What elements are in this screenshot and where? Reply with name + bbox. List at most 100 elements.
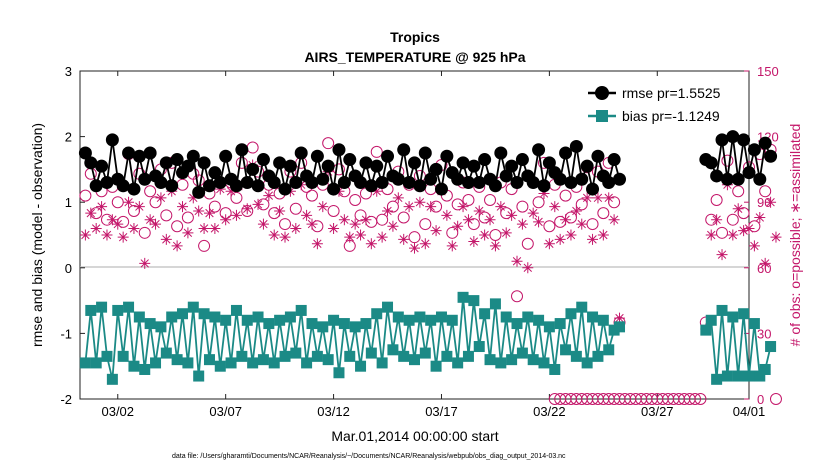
bias-point: [392, 311, 404, 323]
rmse-point: [294, 146, 308, 160]
x-tick-label: 03/17: [425, 404, 458, 419]
rmse-point: [186, 149, 200, 163]
rmse-point: [575, 172, 589, 186]
assimilated-obs-point: [349, 218, 361, 230]
assimilated-obs-point: [198, 222, 210, 234]
rmse-point: [434, 182, 448, 196]
bias-point: [711, 373, 723, 385]
bias-point: [721, 370, 733, 382]
rmse-point: [235, 143, 249, 157]
possible-obs-point: [160, 209, 173, 222]
x-tick-label: 03/27: [641, 404, 674, 419]
assimilated-obs-point: [85, 207, 97, 219]
assimilated-obs-point: [355, 229, 367, 241]
assimilated-obs-point: [560, 214, 572, 226]
rmse-point: [170, 153, 184, 167]
series-rmse: [78, 130, 778, 199]
bias-point: [435, 311, 447, 323]
bias-point: [150, 357, 162, 369]
bias-point: [252, 311, 264, 323]
assimilated-obs-point: [241, 203, 253, 215]
possible-obs-point: [484, 194, 497, 207]
bias-point: [96, 301, 108, 313]
assimilated-obs-point: [727, 229, 739, 241]
bias-point: [765, 341, 777, 353]
rmse-point: [84, 156, 98, 170]
y-right-tick-label: 150: [757, 64, 779, 79]
possible-obs-point: [597, 207, 610, 220]
rmse-point: [283, 159, 297, 173]
rmse-point: [267, 176, 281, 190]
assimilated-obs-point: [187, 192, 199, 204]
assimilated-obs-point: [614, 312, 626, 324]
possible-obs-point: [208, 200, 221, 213]
rmse-point: [467, 159, 481, 173]
rmse-point: [256, 153, 270, 167]
assimilated-obs-point: [279, 231, 291, 243]
assimilated-obs-point: [570, 205, 582, 217]
rmse-point: [278, 182, 292, 196]
data-file-footer: data file: /Users/gharamti/Documents/NCA…: [172, 453, 566, 460]
bias-point: [371, 308, 383, 320]
assimilated-obs-point: [457, 201, 469, 213]
bias-point: [123, 301, 135, 313]
possible-obs-point: [721, 154, 734, 167]
assimilated-obs-point: [565, 229, 577, 241]
rmse-point: [510, 176, 524, 190]
y-left-tick-label: 0: [65, 261, 72, 276]
bias-point: [705, 314, 717, 326]
assimilated-obs-point: [123, 196, 135, 208]
assimilated-obs-point: [230, 209, 242, 221]
rmse-point: [105, 133, 119, 147]
bias-point: [560, 344, 572, 356]
assimilated-obs-point: [414, 196, 426, 208]
bias-point: [554, 318, 566, 330]
rmse-point: [78, 146, 92, 160]
assimilated-obs-point: [748, 240, 760, 252]
rmse-point: [408, 156, 421, 170]
rmse-point: [138, 172, 152, 186]
assimilated-obs-point: [425, 201, 437, 213]
rmse-point: [197, 156, 211, 170]
legend-rmse-marker: [595, 86, 609, 100]
bias-point: [263, 318, 275, 330]
assimilated-obs-point: [446, 240, 458, 252]
assimilated-obs-point: [419, 238, 431, 250]
bias-point: [592, 350, 604, 362]
rmse-point: [246, 162, 260, 176]
assimilated-obs-point: [328, 222, 340, 234]
y-right-tick-label: 60: [757, 261, 771, 276]
possible-obs-point: [532, 196, 545, 209]
possible-obs-point: [559, 189, 572, 202]
y-axis-right-label: # of obs: o=possible; ∗=assimilated: [787, 124, 803, 347]
bias-point: [328, 314, 340, 326]
possible-obs-point: [397, 211, 410, 224]
rmse-point: [100, 176, 114, 190]
possible-obs-point: [327, 204, 340, 217]
assimilated-obs-point: [500, 227, 512, 239]
assimilated-obs-point: [193, 205, 205, 217]
bias-point: [462, 350, 474, 362]
rmse-point: [305, 176, 319, 190]
assimilated-obs-point: [716, 249, 728, 261]
bias-point: [355, 360, 367, 372]
y-left-tick-label: -2: [60, 392, 72, 407]
bias-point: [187, 301, 199, 313]
rmse-point: [456, 156, 470, 170]
assimilated-obs-point: [527, 207, 539, 219]
possible-obs-point: [446, 226, 459, 239]
bias-point: [565, 308, 577, 320]
bias-point: [538, 357, 550, 369]
possible-obs-point: [235, 156, 248, 169]
bias-point: [106, 373, 118, 385]
rmse-point: [413, 179, 427, 193]
rmse-point: [580, 159, 594, 173]
bias-point: [549, 363, 561, 375]
bias-point: [166, 311, 178, 323]
rmse-point: [569, 139, 583, 153]
rmse-point: [737, 133, 751, 147]
assimilated-obs-point: [576, 218, 588, 230]
bias-point: [230, 304, 242, 316]
rmse-point: [564, 176, 578, 190]
